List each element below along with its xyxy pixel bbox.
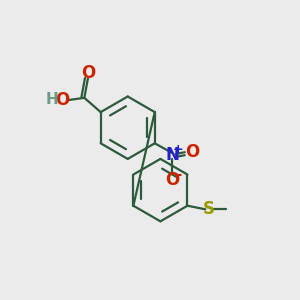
Text: O: O	[81, 64, 95, 82]
Text: O: O	[165, 171, 179, 189]
Text: O: O	[185, 143, 199, 161]
Text: S: S	[203, 200, 215, 218]
Text: O: O	[56, 91, 70, 109]
Text: N: N	[165, 146, 179, 164]
Text: -: -	[175, 167, 182, 182]
Text: H: H	[46, 92, 58, 106]
Text: +: +	[172, 143, 183, 156]
